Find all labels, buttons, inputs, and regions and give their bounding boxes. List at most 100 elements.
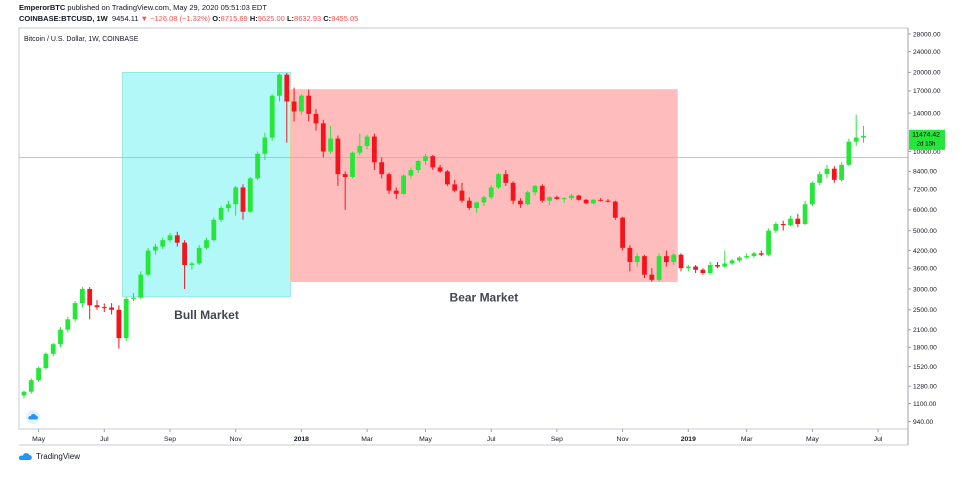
candle-78[interactable]	[591, 198, 596, 205]
candle-14[interactable]	[123, 296, 129, 342]
candle-51[interactable]	[393, 187, 399, 199]
candle-67[interactable]	[510, 181, 516, 205]
candle-22[interactable]	[182, 240, 187, 289]
candle-32[interactable]	[255, 151, 260, 180]
candle-77[interactable]	[583, 198, 589, 205]
candle-96[interactable]	[722, 250, 728, 269]
candle-28[interactable]	[226, 200, 231, 212]
candle-46[interactable]	[357, 133, 363, 155]
candle-23[interactable]	[189, 261, 195, 270]
candle-98[interactable]	[737, 256, 742, 262]
candle-18[interactable]	[153, 243, 158, 255]
candle-52[interactable]	[401, 174, 406, 195]
candle-111[interactable]	[831, 166, 837, 183]
candle-93[interactable]	[700, 268, 706, 275]
candle-9[interactable]	[87, 287, 93, 320]
candle-65[interactable]	[496, 172, 501, 190]
candle-43[interactable]	[335, 135, 341, 186]
candle-5[interactable]	[58, 327, 63, 348]
candle-37[interactable]	[291, 87, 297, 122]
candle-7[interactable]	[72, 301, 78, 322]
candle-102[interactable]	[766, 228, 771, 257]
candle-55[interactable]	[423, 153, 428, 165]
candle-107[interactable]	[802, 200, 808, 226]
candle-16[interactable]	[138, 271, 144, 299]
candle-108[interactable]	[810, 181, 815, 207]
candle-50[interactable]	[386, 172, 392, 194]
candle-48[interactable]	[372, 133, 377, 171]
candle-82[interactable]	[620, 216, 625, 251]
candle-19[interactable]	[160, 237, 166, 250]
candle-88[interactable]	[664, 250, 669, 267]
time-axis[interactable]: May Jul Sep Nov 2018 Mar May Jul Sep Nov 2019 Mar Ma…	[32, 429, 883, 443]
candle-17[interactable]	[145, 247, 151, 277]
candle-47[interactable]	[364, 134, 370, 150]
candle-38[interactable]	[299, 94, 304, 115]
candle-64[interactable]	[488, 185, 494, 199]
candle-101[interactable]	[758, 250, 764, 257]
candle-33[interactable]	[262, 132, 268, 160]
candle-63[interactable]	[481, 195, 487, 207]
candle-103[interactable]	[773, 221, 779, 233]
candle-84[interactable]	[634, 253, 640, 267]
candle-106[interactable]	[795, 213, 801, 228]
candle-40[interactable]	[313, 109, 319, 131]
candle-1[interactable]	[28, 378, 34, 394]
candle-60[interactable]	[459, 182, 465, 203]
candle-80[interactable]	[605, 198, 611, 203]
candle-72[interactable]	[547, 196, 552, 206]
candle-11[interactable]	[101, 303, 107, 313]
candle-41[interactable]	[320, 119, 326, 158]
candle-4[interactable]	[50, 342, 56, 357]
candle-75[interactable]	[569, 193, 574, 200]
candle-99[interactable]	[744, 253, 750, 260]
candle-66[interactable]	[503, 170, 509, 186]
tv-cloud-icon[interactable]	[26, 410, 40, 424]
candle-26[interactable]	[211, 217, 217, 242]
candle-112[interactable]	[839, 162, 844, 182]
candle-10[interactable]	[94, 300, 100, 310]
candle-89[interactable]	[671, 253, 677, 266]
candle-68[interactable]	[518, 198, 523, 208]
candle-53[interactable]	[408, 167, 414, 179]
candle-27[interactable]	[218, 206, 224, 222]
candle-42[interactable]	[328, 126, 333, 154]
candle-12[interactable]	[109, 303, 114, 315]
candle-31[interactable]	[247, 176, 253, 213]
candle-6[interactable]	[65, 316, 71, 333]
candle-59[interactable]	[452, 179, 458, 193]
candle-0[interactable]	[21, 390, 27, 399]
candle-15[interactable]	[131, 292, 136, 302]
candle-86[interactable]	[649, 268, 655, 282]
candle-90[interactable]	[678, 253, 684, 272]
candle-87[interactable]	[656, 253, 662, 282]
candle-39[interactable]	[306, 89, 312, 122]
candle-21[interactable]	[174, 231, 180, 247]
candle-109[interactable]	[817, 171, 823, 186]
candle-74[interactable]	[561, 197, 567, 203]
candle-95[interactable]	[715, 261, 720, 269]
candle-100[interactable]	[751, 251, 757, 258]
candle-49[interactable]	[379, 157, 385, 179]
candle-30[interactable]	[240, 184, 246, 220]
candle-24[interactable]	[196, 245, 202, 266]
candle-92[interactable]	[693, 265, 698, 274]
candle-105[interactable]	[788, 215, 793, 227]
candle-113[interactable]	[846, 138, 852, 167]
candle-110[interactable]	[824, 164, 830, 179]
candle-20[interactable]	[167, 232, 173, 243]
candle-70[interactable]	[532, 185, 538, 196]
candle-79[interactable]	[598, 198, 604, 202]
candle-58[interactable]	[445, 170, 450, 186]
candle-29[interactable]	[233, 185, 239, 216]
candle-44[interactable]	[342, 171, 348, 210]
candle-8[interactable]	[80, 287, 85, 308]
tradingview-footer[interactable]: TradingView	[19, 452, 80, 461]
zone-rect-1[interactable]	[290, 89, 678, 283]
candle-81[interactable]	[612, 200, 618, 220]
candle-61[interactable]	[466, 197, 472, 210]
candle-36[interactable]	[284, 72, 290, 143]
candle-73[interactable]	[554, 195, 560, 200]
candle-69[interactable]	[525, 190, 531, 206]
